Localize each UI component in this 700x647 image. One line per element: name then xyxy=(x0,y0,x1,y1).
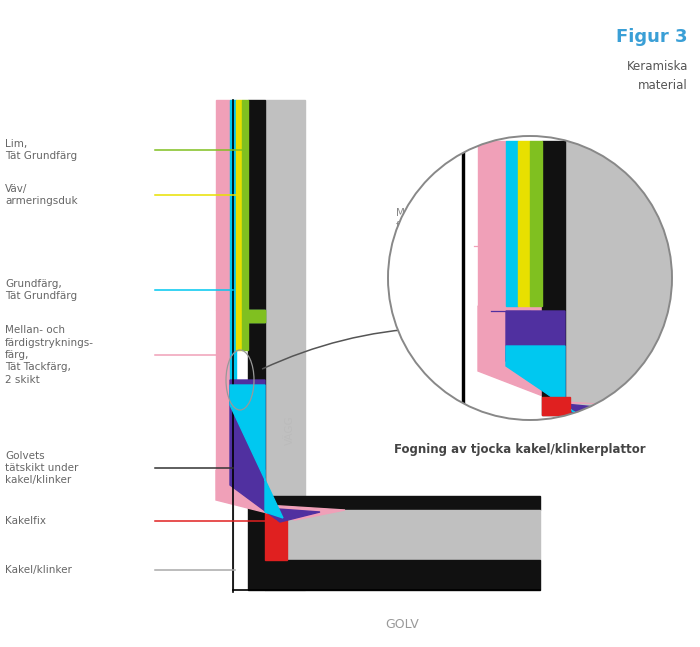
Text: Keramiska
material: Keramiska material xyxy=(626,60,688,92)
Bar xyxy=(230,310,265,322)
Circle shape xyxy=(388,136,672,420)
Bar xyxy=(216,310,230,490)
Text: Mellan- och
färdigstryknings-
färg,
Tät Tackfärg,
2 skikt: Mellan- och färdigstryknings- färg, Tät … xyxy=(5,325,94,385)
Bar xyxy=(565,141,670,402)
Text: Väv/
armeringsduk: Väv/ armeringsduk xyxy=(5,184,78,206)
Bar xyxy=(230,322,236,380)
Bar xyxy=(242,322,248,350)
Bar xyxy=(236,100,242,310)
Bar xyxy=(242,310,265,322)
Bar xyxy=(236,310,265,322)
Bar xyxy=(518,141,530,306)
Polygon shape xyxy=(216,470,345,520)
Bar xyxy=(265,100,305,590)
Text: VÄGG: VÄGG xyxy=(285,415,295,445)
Bar xyxy=(542,141,565,415)
Bar xyxy=(248,100,265,590)
Bar xyxy=(462,141,463,415)
Text: Kakel/klinker: Kakel/klinker xyxy=(5,565,72,575)
Bar xyxy=(265,510,540,560)
Text: Golvets
tätskikt under
kakel/klinker: Golvets tätskikt under kakel/klinker xyxy=(5,450,78,485)
Bar xyxy=(242,100,248,310)
Bar xyxy=(542,397,570,415)
Bar xyxy=(216,100,230,310)
Polygon shape xyxy=(506,311,627,422)
Polygon shape xyxy=(230,380,320,522)
Bar xyxy=(478,141,506,306)
Text: Mellan- och
färdigstryk-
ningsfärg,
Tät Täckfärg,
2 skikt: Mellan- och färdigstryk- ningsfärg, Tät … xyxy=(396,208,463,268)
Polygon shape xyxy=(571,404,670,415)
Bar xyxy=(230,100,236,310)
Bar xyxy=(565,154,670,415)
Text: Lim,
Tät Grundfärg: Lim, Tät Grundfärg xyxy=(5,139,77,161)
Text: Figur 3: Figur 3 xyxy=(617,28,688,46)
Bar xyxy=(265,496,540,510)
Bar xyxy=(506,141,518,306)
Polygon shape xyxy=(478,306,645,420)
Bar xyxy=(265,560,540,590)
Text: Grundfärg,
Tät Grundfärg: Grundfärg, Tät Grundfärg xyxy=(5,279,77,302)
Text: Fogning av tjocka kakel/klinkerplattor: Fogning av tjocka kakel/klinkerplattor xyxy=(394,443,646,457)
Bar xyxy=(236,322,242,350)
Text: Fogmassa,
Alcro Tät Fog: Fogmassa, Alcro Tät Fog xyxy=(396,295,463,317)
Bar xyxy=(530,141,542,306)
Text: Kakelfix: Kakelfix xyxy=(5,516,46,526)
Text: GOLV: GOLV xyxy=(386,619,419,631)
Polygon shape xyxy=(230,385,283,518)
Bar xyxy=(265,510,287,560)
Polygon shape xyxy=(506,346,580,416)
